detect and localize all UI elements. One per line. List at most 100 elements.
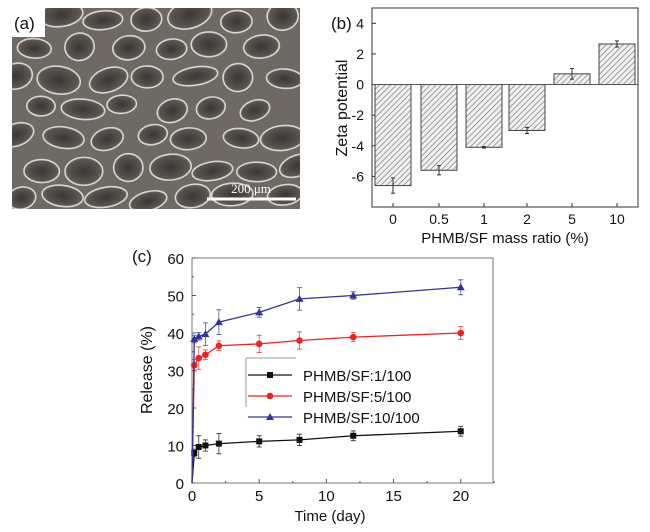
zeta-bar-chart: (b) Zeta potential PHMB/SF mass ratio (%… xyxy=(331,7,639,247)
pore xyxy=(111,34,146,61)
x-tick-label: 2 xyxy=(523,211,531,227)
y-tick-label: 10 xyxy=(167,439,184,456)
panel-label-b: (b) xyxy=(331,14,352,33)
pore xyxy=(25,95,56,117)
data-point xyxy=(194,332,203,340)
data-point xyxy=(202,351,209,359)
pore xyxy=(83,185,129,209)
x-tick-label: 10 xyxy=(609,211,625,227)
pore xyxy=(235,161,278,183)
pore xyxy=(195,96,227,120)
pore xyxy=(259,124,300,152)
pore xyxy=(64,156,104,187)
data-point xyxy=(349,333,357,341)
data-point xyxy=(295,294,304,302)
pore xyxy=(130,65,164,89)
panel-label-c: (c) xyxy=(132,247,152,266)
data-point xyxy=(201,330,210,338)
bar xyxy=(374,84,412,187)
y-tick-label: 2 xyxy=(356,46,364,62)
y-tick-label: -2 xyxy=(352,107,365,123)
data-point xyxy=(457,428,464,435)
y-tick-label: 30 xyxy=(167,364,184,381)
pore xyxy=(219,9,253,34)
y-tick-label: 50 xyxy=(167,289,184,306)
data-point xyxy=(457,329,465,337)
data-point xyxy=(195,444,202,450)
x-tick-label: 10 xyxy=(318,488,335,505)
bar xyxy=(420,84,458,171)
data-point xyxy=(349,291,358,299)
release-line-chart: (c) Release (%) Time (day) 0102030405060… xyxy=(132,247,495,525)
x-tick-label: 1 xyxy=(480,211,488,227)
data-point xyxy=(215,342,223,350)
pore xyxy=(172,65,219,87)
pore xyxy=(174,183,212,209)
x-tick-label: 15 xyxy=(385,488,402,505)
pore xyxy=(149,153,193,181)
pore xyxy=(222,127,260,149)
y-tick-label: 60 xyxy=(167,251,184,268)
pore xyxy=(167,8,213,30)
x-tick-label: 0.5 xyxy=(429,211,449,227)
legend-label: PHMB/SF:10/100 xyxy=(303,410,420,427)
pore xyxy=(88,66,129,94)
sem-pores xyxy=(12,8,300,209)
pore xyxy=(190,31,228,58)
pore xyxy=(106,94,138,115)
pore xyxy=(156,98,189,124)
x-tick-label: 0 xyxy=(188,488,196,505)
data-point xyxy=(202,442,209,449)
pore xyxy=(137,123,169,146)
pore xyxy=(42,125,85,150)
series-line xyxy=(191,286,461,484)
pore xyxy=(242,34,281,59)
data-point xyxy=(214,318,223,326)
data-point xyxy=(456,283,465,291)
pore xyxy=(64,32,95,62)
label-background xyxy=(12,8,45,37)
pore xyxy=(12,62,34,90)
pore xyxy=(191,160,234,182)
x-tick-label: 5 xyxy=(568,211,576,227)
pore xyxy=(169,127,208,151)
data-point xyxy=(255,308,264,316)
data-point xyxy=(296,337,303,344)
data-point xyxy=(195,354,203,362)
series-line xyxy=(191,430,461,484)
series-line xyxy=(191,332,461,484)
pore xyxy=(222,62,254,93)
pore xyxy=(130,8,163,33)
plot-frame xyxy=(371,7,639,208)
scale-bar-label: 200 μm xyxy=(231,181,271,196)
pore xyxy=(12,121,35,148)
legend-label: PHMB/SF:1/100 xyxy=(303,368,411,385)
y-tick-label: -4 xyxy=(352,138,365,154)
pore xyxy=(278,153,300,179)
sem-image-panel: (a) 200 μm xyxy=(12,8,300,209)
y-tick-label: 4 xyxy=(356,15,364,31)
legend-marker xyxy=(266,413,274,420)
pore xyxy=(239,98,271,122)
data-point xyxy=(256,438,263,445)
pore xyxy=(265,68,300,90)
x-axis-label: Time (day) xyxy=(294,508,365,525)
pore xyxy=(128,189,168,209)
data-point xyxy=(215,440,222,447)
panel-label-a: (a) xyxy=(14,14,35,33)
data-point xyxy=(255,340,263,348)
x-axis-label: PHMB/SF mass ratio (%) xyxy=(421,230,589,247)
pore xyxy=(23,158,61,184)
pore xyxy=(16,37,53,59)
y-tick-label: 0 xyxy=(356,77,364,93)
y-axis-label: Zeta potential xyxy=(334,60,351,157)
pore xyxy=(36,65,82,95)
legend-marker xyxy=(267,372,273,378)
pore xyxy=(90,126,124,152)
y-axis-label: Release (%) xyxy=(139,326,156,414)
bar xyxy=(598,43,636,86)
bar xyxy=(508,84,546,131)
legend-label: PHMB/SF:5/100 xyxy=(303,389,411,406)
pore xyxy=(60,98,106,121)
